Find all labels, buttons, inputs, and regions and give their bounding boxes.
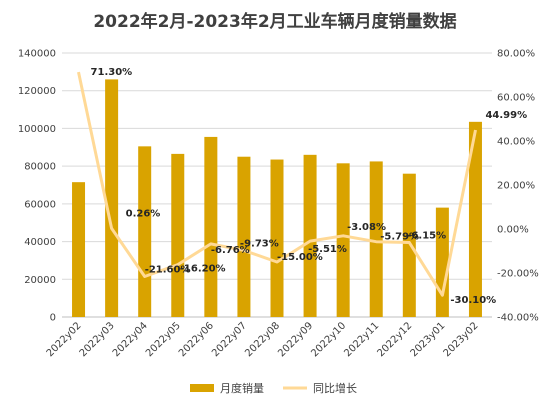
x-tick-label: 2022y12 — [375, 320, 414, 359]
left-tick-label: 60000 — [24, 199, 56, 210]
bar — [204, 136, 218, 317]
legend-label-bar: 月度销量 — [220, 381, 264, 395]
x-tick-label: 2022y08 — [243, 320, 282, 359]
data-labels: 71.30% 0.26% -21.60%-16.20% -6.76%-9.73% -15… — [91, 67, 528, 306]
data-label: -5.79% — [380, 232, 419, 243]
data-label: -15.00% — [277, 252, 323, 263]
bar — [336, 163, 350, 317]
x-tick-label: 2022y05 — [144, 320, 183, 359]
chart-title: 2022年2月-2023年2月工业车辆月度销量数据 — [93, 11, 456, 32]
data-label: -3.08% — [347, 222, 386, 233]
x-tick-label: 2022y02 — [45, 320, 84, 359]
right-tick-label: 20.00% — [497, 181, 535, 192]
bar — [402, 173, 416, 317]
x-tick-label: 2022y04 — [111, 320, 150, 359]
data-label: 0.26% — [126, 208, 161, 219]
bar — [138, 146, 152, 317]
x-tick-label: 2022y07 — [210, 320, 249, 359]
x-tick-label: 2022y11 — [342, 320, 381, 359]
bar — [171, 153, 185, 317]
legend: 月度销量 同比增长 — [190, 381, 357, 395]
left-tick-label: 20000 — [24, 275, 56, 286]
bar — [435, 207, 449, 317]
bar — [369, 161, 383, 317]
legend-swatch-bar — [190, 384, 214, 392]
line-series — [77, 71, 477, 297]
data-label: -9.73% — [240, 238, 279, 249]
data-label: -21.60% — [145, 265, 191, 276]
x-tick-label: 2023y02 — [442, 320, 481, 359]
bar — [303, 154, 317, 317]
data-label: 71.30% — [91, 67, 133, 78]
data-label: -30.10% — [450, 295, 496, 306]
data-label: -5.51% — [308, 244, 347, 255]
left-tick-label: 100000 — [18, 124, 56, 135]
bar — [468, 121, 482, 317]
legend-label-line: 同比增长 — [313, 381, 357, 395]
left-tick-label: 80000 — [24, 162, 56, 173]
data-label: -16.20% — [180, 264, 226, 275]
bar — [270, 159, 284, 317]
right-tick-label: -40.00% — [497, 313, 539, 324]
x-tick-label: 2023y01 — [409, 320, 448, 359]
bar — [237, 156, 251, 317]
left-axis: 0 20000 40000 60000 80000 100000 120000 140000 — [18, 49, 56, 324]
right-tick-label: -20.00% — [497, 269, 539, 280]
x-tick-label: 2022y03 — [78, 320, 117, 359]
x-tick-label: 2022y09 — [276, 320, 315, 359]
left-tick-label: 140000 — [18, 49, 56, 60]
left-tick-label: 0 — [50, 313, 56, 324]
data-label: -6.76% — [211, 245, 250, 256]
x-axis: 2022y022022y032022y042022y052022y062022y… — [45, 320, 481, 359]
bar-series — [72, 79, 482, 318]
x-tick-label: 2022y10 — [309, 320, 348, 359]
right-tick-label: 80.00% — [497, 49, 535, 60]
right-axis: -40.00% -20.00% 0.00% 20.00% 40.00% 60.00% 80.… — [497, 49, 539, 324]
data-label: -6.15% — [407, 231, 446, 242]
bar — [72, 182, 86, 317]
left-tick-label: 40000 — [24, 237, 56, 248]
right-tick-label: 0.00% — [497, 225, 529, 236]
data-label: 44.99% — [485, 110, 527, 121]
right-tick-label: 60.00% — [497, 93, 535, 104]
left-tick-label: 120000 — [18, 86, 56, 97]
x-tick-label: 2022y06 — [177, 320, 216, 359]
right-tick-label: 40.00% — [497, 137, 535, 148]
bar — [105, 79, 119, 318]
growth-line — [77, 71, 477, 297]
